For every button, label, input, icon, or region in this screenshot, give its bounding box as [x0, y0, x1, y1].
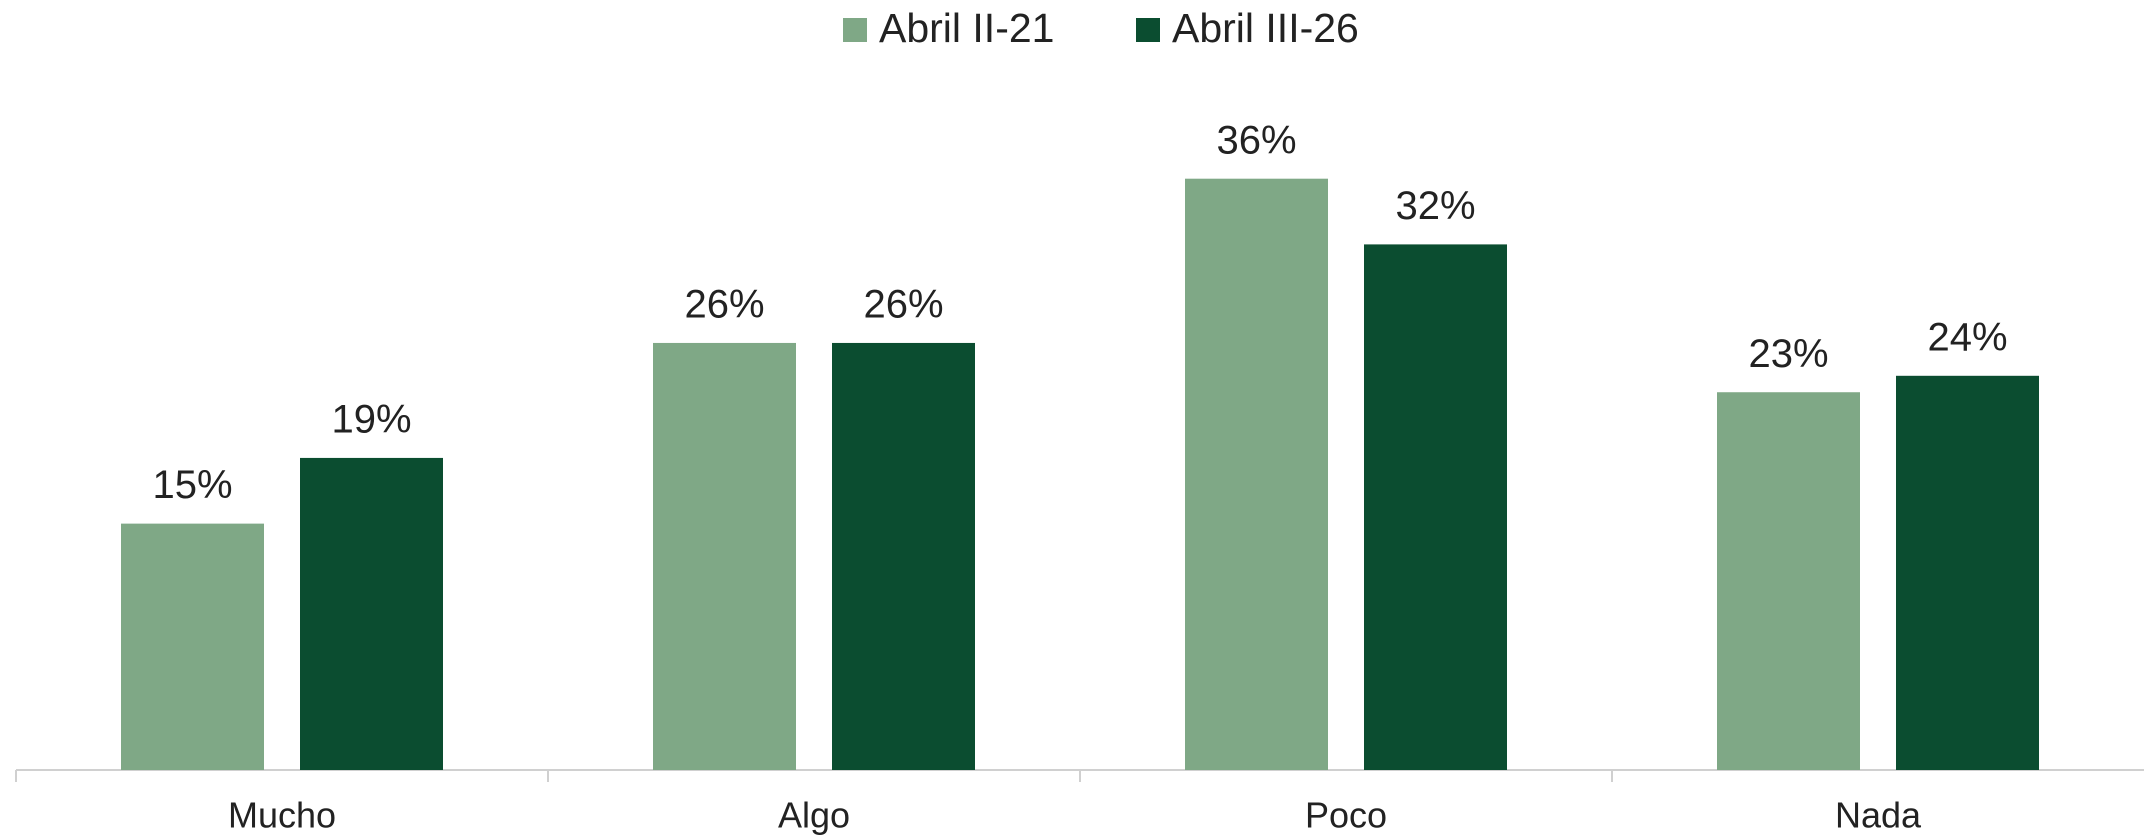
bar: [121, 523, 264, 770]
bar: [1717, 392, 1860, 770]
bar: [1185, 178, 1328, 770]
data-label: 32%: [1395, 184, 1475, 228]
bar: [832, 342, 975, 770]
x-tick-label: Nada: [1835, 795, 1922, 836]
x-tick-label: Poco: [1305, 795, 1387, 836]
data-label: 15%: [152, 463, 232, 507]
legend-label: Abril III-26: [1172, 5, 1359, 51]
x-tick-label: Mucho: [228, 795, 336, 836]
data-label: 23%: [1748, 332, 1828, 376]
x-tick-label: Algo: [778, 795, 850, 836]
legend-label: Abril II-21: [879, 5, 1054, 51]
data-label: 24%: [1927, 315, 2007, 359]
bar: [1364, 244, 1507, 770]
data-label: 26%: [863, 283, 943, 327]
bar: [1896, 375, 2039, 770]
data-label: 36%: [1216, 118, 1296, 162]
data-label: 19%: [331, 397, 411, 441]
legend-swatch: [843, 18, 867, 42]
data-label: 26%: [684, 283, 764, 327]
bar: [653, 342, 796, 770]
bar: [300, 457, 443, 770]
legend-swatch: [1136, 18, 1160, 42]
